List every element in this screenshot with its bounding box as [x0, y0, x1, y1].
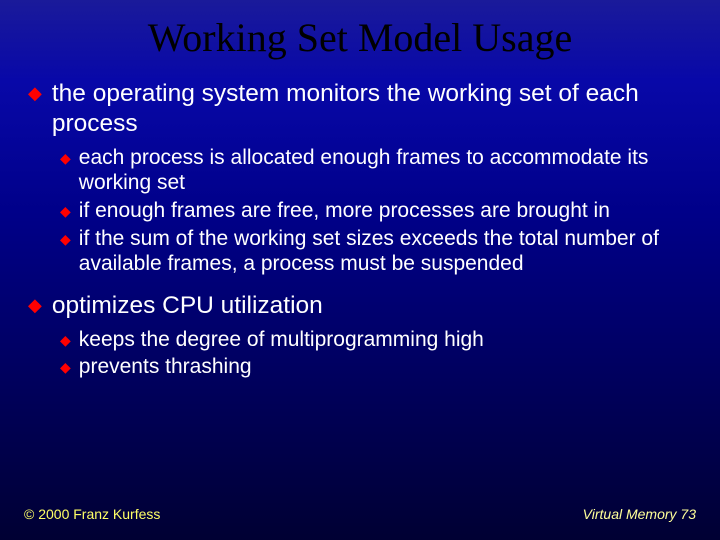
footer-page: Virtual Memory 73: [583, 506, 696, 522]
bullet-text: if enough frames are free, more processe…: [79, 198, 610, 224]
bullet-text: the operating system monitors the workin…: [52, 79, 700, 139]
bullet-text: optimizes CPU utilization: [52, 291, 323, 321]
diamond-icon: ◆: [60, 150, 71, 167]
bullet-l1: ◆ optimizes CPU utilization: [28, 291, 700, 321]
bullet-l2: ◆ prevents thrashing: [60, 354, 700, 380]
diamond-icon: ◆: [60, 231, 71, 248]
bullet-l1: ◆ the operating system monitors the work…: [28, 79, 700, 139]
slide-content: ◆ the operating system monitors the work…: [0, 79, 720, 380]
sub-bullet-group: ◆ keeps the degree of multiprogramming h…: [28, 327, 700, 380]
bullet-l2: ◆ if the sum of the working set sizes ex…: [60, 226, 700, 277]
diamond-icon: ◆: [28, 83, 42, 104]
diamond-icon: ◆: [60, 203, 71, 220]
bullet-text: prevents thrashing: [79, 354, 252, 380]
bullet-text: if the sum of the working set sizes exce…: [79, 226, 700, 277]
diamond-icon: ◆: [60, 332, 71, 349]
bullet-l2: ◆ if enough frames are free, more proces…: [60, 198, 700, 224]
bullet-l2: ◆ each process is allocated enough frame…: [60, 145, 700, 196]
diamond-icon: ◆: [60, 359, 71, 376]
bullet-text: each process is allocated enough frames …: [79, 145, 700, 196]
sub-bullet-group: ◆ each process is allocated enough frame…: [28, 145, 700, 277]
bullet-text: keeps the degree of multiprogramming hig…: [79, 327, 484, 353]
slide-title: Working Set Model Usage: [0, 0, 720, 79]
diamond-icon: ◆: [28, 295, 42, 316]
footer-copyright: © 2000 Franz Kurfess: [24, 506, 160, 522]
bullet-l2: ◆ keeps the degree of multiprogramming h…: [60, 327, 700, 353]
